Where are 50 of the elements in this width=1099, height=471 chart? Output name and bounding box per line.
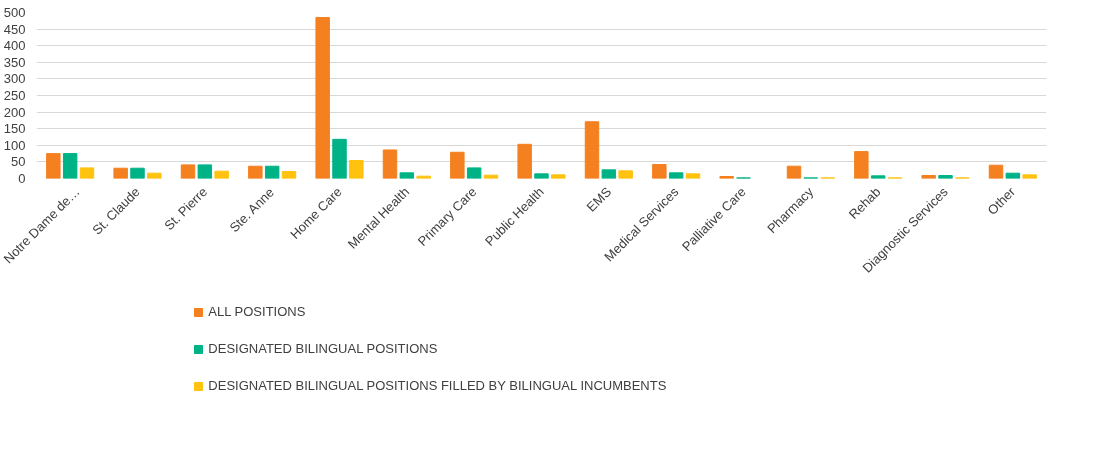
- y-tick-label: 200: [3, 104, 26, 120]
- y-tick-label: 400: [3, 38, 26, 54]
- bar: [399, 172, 415, 179]
- bar: [870, 175, 886, 179]
- y-tick-label: 150: [3, 121, 26, 137]
- bar: [786, 165, 802, 179]
- bar: [382, 149, 398, 179]
- y-tick-label: 50: [11, 154, 26, 170]
- bar: [62, 153, 78, 179]
- bar: [534, 173, 549, 179]
- bar: [652, 164, 667, 179]
- bar: [46, 153, 61, 179]
- bar: [921, 175, 936, 179]
- y-tick-label: 250: [3, 88, 26, 103]
- bar: [332, 138, 347, 179]
- bar: [281, 171, 297, 179]
- bar: [79, 167, 95, 179]
- y-tick-label: 0: [18, 171, 26, 186]
- y-tick-label: 500: [3, 5, 26, 20]
- bar: [197, 164, 213, 179]
- legend-label: DESIGNATED BILINGUAL POSITIONS: [208, 341, 438, 356]
- bar: [1022, 174, 1037, 179]
- y-tick-label: 350: [3, 54, 26, 70]
- bar: [517, 143, 532, 179]
- legend-label: DESIGNATED BILINGUAL POSITIONS FILLED BY BILINGUAL INCUMBENTS: [208, 378, 667, 393]
- bar: [113, 167, 128, 179]
- bar: [214, 170, 229, 179]
- bar: [466, 167, 482, 179]
- bar: [248, 165, 263, 179]
- bar: [315, 16, 330, 179]
- y-tick-label: 300: [3, 71, 26, 87]
- bar: [180, 164, 196, 179]
- bar: [988, 164, 1004, 179]
- bar: [584, 121, 600, 179]
- bar: [1005, 172, 1021, 179]
- y-tick-label: 450: [3, 21, 26, 37]
- bar: [450, 151, 465, 179]
- bar: [264, 165, 280, 179]
- bar: [551, 174, 566, 179]
- bar: [618, 170, 633, 179]
- bar: [668, 172, 684, 179]
- legend-label: ALL POSITIONS: [208, 304, 306, 319]
- bar: [938, 175, 953, 179]
- bar: [685, 173, 701, 179]
- bar: [854, 151, 869, 179]
- bar: [349, 160, 364, 179]
- y-tick-label: 100: [3, 137, 26, 153]
- bar: [601, 169, 617, 179]
- bar: [130, 167, 145, 179]
- bar: [147, 172, 162, 179]
